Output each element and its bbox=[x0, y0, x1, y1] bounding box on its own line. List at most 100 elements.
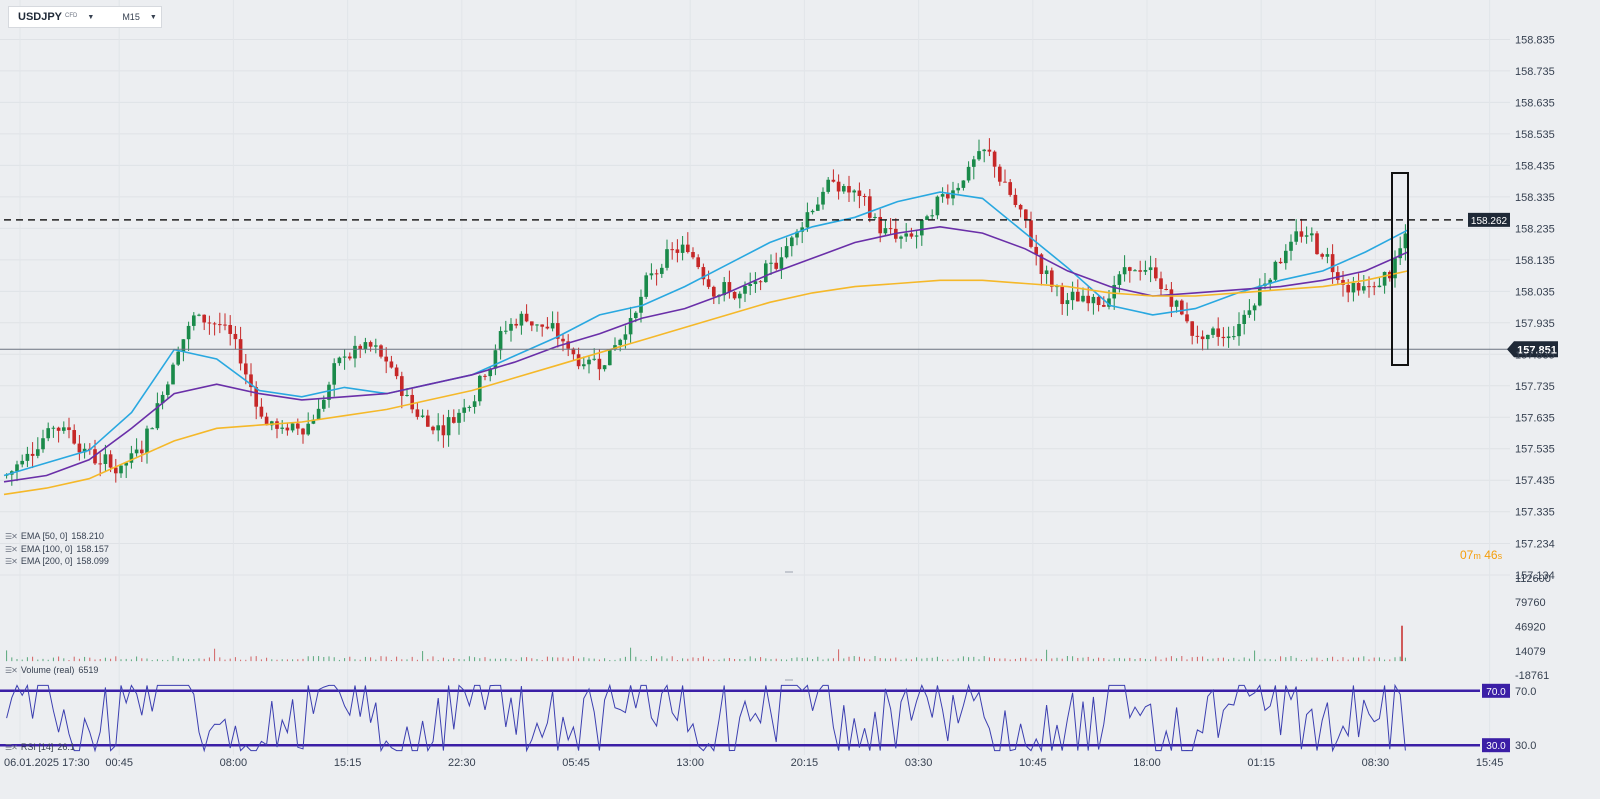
candle-body bbox=[1268, 279, 1273, 284]
settings-menu-icon[interactable]: ☰✕ bbox=[5, 544, 18, 554]
candle-body bbox=[1008, 182, 1013, 195]
candle-body bbox=[873, 216, 877, 218]
candle-body bbox=[285, 427, 290, 431]
candle-body bbox=[176, 351, 181, 365]
candle-body bbox=[457, 412, 461, 423]
interval-selector[interactable]: M15 bbox=[122, 12, 140, 22]
candle-body bbox=[483, 375, 487, 377]
candle-body bbox=[1273, 261, 1278, 280]
candle-body bbox=[514, 323, 519, 326]
candle-body bbox=[805, 212, 810, 228]
ema-lines bbox=[3, 191, 1409, 496]
rsi-level-tag bbox=[1482, 738, 1510, 753]
candle-body bbox=[852, 190, 857, 193]
candle-body bbox=[108, 454, 113, 468]
candle-body bbox=[212, 323, 217, 325]
candle-body bbox=[795, 231, 799, 238]
settings-menu-icon[interactable]: ☰✕ bbox=[5, 742, 18, 752]
candle-body bbox=[561, 338, 565, 342]
ema200-legend[interactable]: ☰✕ EMA [200, 0] 158.099 bbox=[5, 556, 109, 566]
candle-body bbox=[1361, 286, 1366, 291]
y-tick-label: 157.535 bbox=[1515, 444, 1555, 456]
candle-body bbox=[451, 417, 456, 423]
candle-body bbox=[597, 358, 602, 370]
candle-body bbox=[1372, 286, 1377, 288]
candle-body bbox=[332, 363, 337, 385]
x-tick-label: 08:30 bbox=[1362, 757, 1390, 769]
candle-body bbox=[316, 408, 321, 420]
symbol-selector[interactable]: USDJPY CFD ▼ M15 ▼ bbox=[8, 6, 162, 28]
y-tick-label: 158.035 bbox=[1515, 286, 1555, 298]
candle-body bbox=[987, 149, 992, 152]
candle-body bbox=[1169, 289, 1174, 307]
settings-menu-icon[interactable]: ☰✕ bbox=[5, 556, 18, 566]
candle-body bbox=[129, 453, 134, 463]
candle-body bbox=[301, 428, 305, 435]
y-tick-label: 157.635 bbox=[1515, 412, 1555, 424]
highlight-box bbox=[1391, 172, 1409, 366]
candle-body bbox=[1377, 285, 1382, 288]
candle-body bbox=[498, 331, 503, 351]
candle-body bbox=[379, 345, 383, 357]
candle-body bbox=[743, 285, 747, 294]
level-price-label: 158.262 bbox=[1471, 216, 1508, 227]
candle-body bbox=[878, 216, 883, 234]
candle-body bbox=[295, 423, 300, 429]
candle-body bbox=[644, 275, 649, 297]
candle-body bbox=[51, 427, 56, 429]
candle-body bbox=[592, 358, 597, 360]
symbol-dropdown-icon[interactable]: ▼ bbox=[87, 13, 95, 21]
candle-body bbox=[607, 349, 612, 366]
candle-body bbox=[347, 356, 352, 359]
candle-body bbox=[1133, 270, 1137, 272]
candle-body bbox=[566, 341, 571, 349]
y-tick-label: 157.735 bbox=[1515, 381, 1555, 393]
candle-body bbox=[633, 312, 638, 319]
candle-body bbox=[503, 330, 508, 332]
candle-body bbox=[571, 348, 576, 355]
candle-body bbox=[628, 318, 633, 335]
candle-body bbox=[732, 291, 737, 299]
x-tick-label: 03:30 bbox=[905, 757, 933, 769]
ema100-line bbox=[3, 225, 1409, 483]
candle-body bbox=[405, 394, 409, 396]
candle-body bbox=[753, 281, 758, 285]
candle-body bbox=[217, 324, 222, 326]
candle-body bbox=[623, 334, 628, 340]
settings-menu-icon[interactable]: ☰✕ bbox=[5, 531, 18, 541]
ema100-legend[interactable]: ☰✕ EMA [100, 0] 158.157 bbox=[5, 544, 109, 554]
candle-body bbox=[665, 249, 669, 268]
candle-body bbox=[384, 356, 389, 362]
candle-body bbox=[977, 151, 981, 160]
y-tick-label: 157.134 bbox=[1515, 570, 1555, 582]
ema50-legend[interactable]: ☰✕ EMA [50, 0] 158.210 bbox=[5, 531, 104, 541]
symbol-name: USDJPY bbox=[18, 11, 63, 23]
candle-body bbox=[935, 196, 940, 216]
rsi-legend[interactable]: ☰✕ RSI [14] 26.1 bbox=[5, 742, 75, 752]
candle-body bbox=[1393, 258, 1397, 279]
candle-body bbox=[223, 324, 227, 326]
x-tick-label: 10:45 bbox=[1019, 757, 1047, 769]
candle-body bbox=[654, 273, 659, 275]
candle-body bbox=[191, 315, 196, 326]
candle-body bbox=[899, 236, 903, 239]
candle-body bbox=[971, 159, 976, 167]
y-tick-label: 158.735 bbox=[1515, 66, 1555, 78]
candle-body bbox=[826, 179, 831, 192]
candle-body bbox=[306, 423, 311, 435]
candle-body bbox=[441, 425, 446, 436]
candle-body bbox=[150, 428, 155, 430]
candle-body bbox=[493, 350, 498, 369]
interval-dropdown-icon[interactable]: ▼ bbox=[149, 13, 157, 21]
candle-body bbox=[1315, 233, 1319, 255]
rsi-tick-label: 30.0 bbox=[1515, 740, 1536, 752]
candle-body bbox=[124, 462, 129, 466]
candle-body bbox=[321, 399, 326, 409]
x-tick-label: 13:00 bbox=[676, 757, 704, 769]
settings-menu-icon[interactable]: ☰✕ bbox=[5, 665, 18, 675]
volume-legend[interactable]: ☰✕ Volume (real) 6519 bbox=[5, 665, 99, 675]
candle-body bbox=[992, 151, 997, 167]
candle-body bbox=[363, 342, 368, 350]
candle-body bbox=[228, 324, 233, 334]
